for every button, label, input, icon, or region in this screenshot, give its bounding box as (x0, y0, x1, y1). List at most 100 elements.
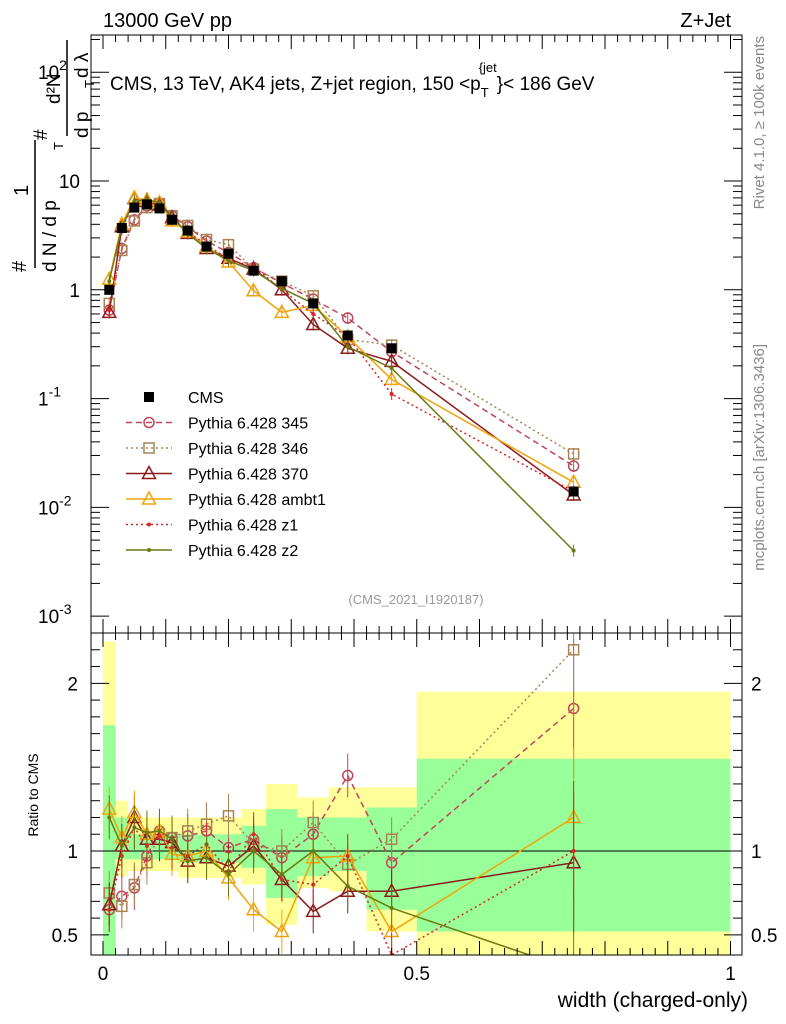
ratio-point-5-3 (144, 830, 149, 835)
main-point-1-14 (567, 448, 580, 460)
ratio-point-3-10 (274, 922, 290, 938)
ratio-panel: 0.5 0.5 1 1 2 2 0 0.5 1 Ratio to CMS width (char… (25, 632, 777, 1012)
ratio-ytick-label-left: 2 (67, 674, 78, 695)
ratio-point-1-13 (385, 833, 398, 846)
main-ytick-label: 10 (59, 172, 80, 193)
legend-label-5: Pythia 6.428 z1 (188, 518, 298, 535)
main-series-0 (103, 196, 580, 473)
main-point-4-13 (389, 392, 394, 397)
ratio-point-4-14 (571, 849, 576, 854)
ratio-series-line-1 (108, 649, 575, 908)
main-point-5-13 (389, 366, 394, 371)
ylabel-hash-2: # (31, 129, 52, 140)
ratio-point-3-9 (245, 901, 262, 916)
ratio-xtick-label: 0.5 (404, 964, 430, 985)
ratio-point-1-8 (222, 810, 235, 822)
legend-label-6: Pythia 6.428 z2 (188, 543, 298, 560)
mcplots-label: mcplots.cern.ch [arXiv:1306.3436] (751, 344, 768, 571)
cms-point-5 (167, 214, 178, 225)
legend-marker-4 (141, 490, 157, 505)
process-label: Z+Jet (680, 10, 731, 32)
ratio-point-1-14 (567, 644, 580, 656)
main-series-line-1 (108, 202, 575, 455)
main-panel: 102 10 1 1-1 10-2 10-3 CMS, 13 TeV, AK4 jets,… (9, 34, 743, 634)
main-point-5-8 (226, 258, 231, 263)
ratio-point-5-8 (226, 872, 231, 877)
legend-entry-4: Pythia 6.428 ambt1 (126, 490, 326, 509)
ratio-ytick-label-left: 1 (67, 842, 78, 863)
cms-point-12 (342, 330, 353, 341)
main-point-3-9 (245, 282, 262, 297)
main-point-3-13 (383, 370, 400, 386)
ratio-point-5-7 (204, 855, 209, 860)
main-series-line-0 (108, 202, 575, 467)
ratio-ytick-label-left: 0.5 (52, 926, 78, 947)
main-point-5-14 (571, 548, 576, 553)
xaxis-label: width (charged-only) (557, 989, 748, 1012)
main-series-line-2 (108, 197, 575, 496)
title-pre: CMS, 13 TeV, AK4 jets, Z+jet region, 150… (110, 74, 481, 95)
cms-point-9 (248, 265, 259, 276)
cms-point-8 (223, 248, 234, 259)
main-ytick-label: 1 (69, 281, 80, 302)
analysis-id: (CMS_2021_I1920187) (348, 592, 483, 607)
legend-entry-0: CMS (144, 390, 224, 407)
cms-point-10 (276, 276, 287, 287)
main-point-5-0 (107, 279, 112, 284)
ylabel-t: T (51, 142, 66, 150)
cms-point-2 (129, 202, 140, 213)
main-series-5 (107, 193, 576, 557)
ratio-ytick-label-right: 0.5 (751, 926, 777, 947)
ratio-point-5-10 (279, 872, 284, 877)
main-ytick-label: 1-1 (38, 384, 61, 411)
ratio-series-group (101, 633, 582, 955)
legend-marker-5 (147, 522, 151, 527)
main-point-2-0 (101, 303, 118, 319)
legend-label-1: Pythia 6.428 345 (188, 416, 308, 433)
main-ytick-label: 102 (38, 57, 67, 84)
main-point-2-11 (305, 315, 321, 331)
main-series-line-5 (108, 198, 575, 552)
main-point-0-14 (567, 460, 580, 472)
cms-point-1 (116, 223, 127, 234)
ratio-ylabel: Ratio to CMS (25, 753, 41, 836)
cms-point-14 (568, 486, 579, 497)
main-series-2 (101, 189, 582, 501)
ratio-series-5 (107, 795, 575, 955)
ylabel-one: 1 (11, 185, 33, 196)
ratio-xtick-label: 1 (725, 964, 736, 985)
main-series-line-4 (108, 200, 574, 493)
ratio-point-5-1 (119, 843, 124, 848)
ratio-point-5-9 (251, 849, 256, 854)
plot-title: CMS, 13 TeV, AK4 jets, Z+jet region, 150… (110, 60, 595, 100)
legend-label-0: CMS (188, 390, 224, 407)
title-post: }< 186 GeV (497, 74, 595, 95)
cms-point-13 (386, 343, 397, 354)
main-point-2-12 (339, 339, 356, 355)
ylabel-dn: d N / d p (40, 200, 61, 272)
legend: CMS Pythia 6.428 345 Pythia 6.428 346 Pythi… (126, 390, 326, 560)
main-series-cms (104, 199, 579, 497)
legend-marker-0 (144, 392, 154, 402)
legend-label-4: Pythia 6.428 ambt1 (188, 492, 326, 509)
main-point-1-2 (128, 215, 141, 227)
ylabel-t2: T (82, 80, 97, 88)
legend-marker-3 (141, 464, 157, 480)
cms-point-0 (104, 284, 115, 295)
ratio-point-4-0 (107, 907, 112, 912)
ratio-ytick-label-right: 1 (751, 842, 762, 863)
legend-marker-6 (147, 548, 151, 552)
cms-point-7 (201, 241, 212, 252)
legend-label-2: Pythia 6.428 346 (188, 441, 308, 458)
main-point-5-2 (132, 199, 137, 204)
ratio-point-5-13 (389, 906, 394, 911)
ratio-ytick-label-right: 2 (751, 674, 762, 695)
ratio-xtick-label: 0 (98, 964, 109, 985)
cms-point-6 (182, 225, 193, 236)
legend-entry-1: Pythia 6.428 345 (126, 416, 308, 433)
legend-label-3: Pythia 6.428 370 (188, 467, 308, 484)
ratio-point-5-6 (185, 859, 190, 864)
ratio-point-5-5 (170, 837, 175, 842)
ylabel-dl: d λ (72, 52, 93, 78)
